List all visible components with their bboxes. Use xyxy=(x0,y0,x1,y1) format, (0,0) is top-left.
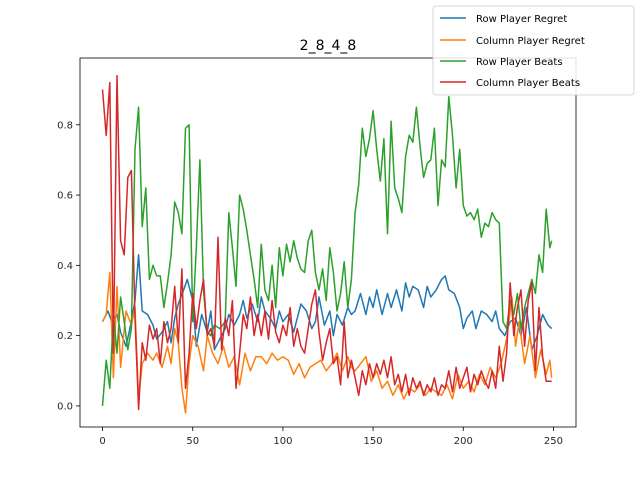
legend-box xyxy=(432,5,635,96)
series-line-row-player-beats xyxy=(101,95,553,406)
x-tick-label: 200 xyxy=(454,436,473,447)
chart-title: 2_8_4_8 xyxy=(300,38,357,54)
y-tick-label: 0.6 xyxy=(57,191,73,202)
series-lines xyxy=(101,74,553,414)
x-axis: 0 50 100 150 200 250 xyxy=(99,427,563,447)
x-tick-label: 150 xyxy=(364,436,383,447)
legend-label-row-player-regret: Row Player Regret xyxy=(476,14,567,25)
y-tick-label: 0.2 xyxy=(57,331,73,342)
x-tick-label: 250 xyxy=(544,436,563,447)
series-line-column-player-regret xyxy=(101,271,553,414)
y-tick-label: 0.8 xyxy=(57,120,73,131)
y-axis: 0.0 0.2 0.4 0.6 0.8 xyxy=(57,120,80,412)
legend-label-column-player-beats: Column Player Beats xyxy=(476,78,580,89)
x-tick-label: 50 xyxy=(186,436,199,447)
legend: Row Player Regret Column Player Regret R… xyxy=(432,5,635,96)
axes-frame xyxy=(79,57,577,428)
y-tick-label: 0.4 xyxy=(57,261,73,272)
x-tick-label: 100 xyxy=(273,436,292,447)
x-tick-label: 0 xyxy=(99,436,105,447)
legend-label-row-player-beats: Row Player Beats xyxy=(476,57,563,68)
series-line-column-player-beats xyxy=(101,74,552,411)
legend-label-column-player-regret: Column Player Regret xyxy=(476,36,585,47)
y-tick-label: 0.0 xyxy=(57,401,73,412)
